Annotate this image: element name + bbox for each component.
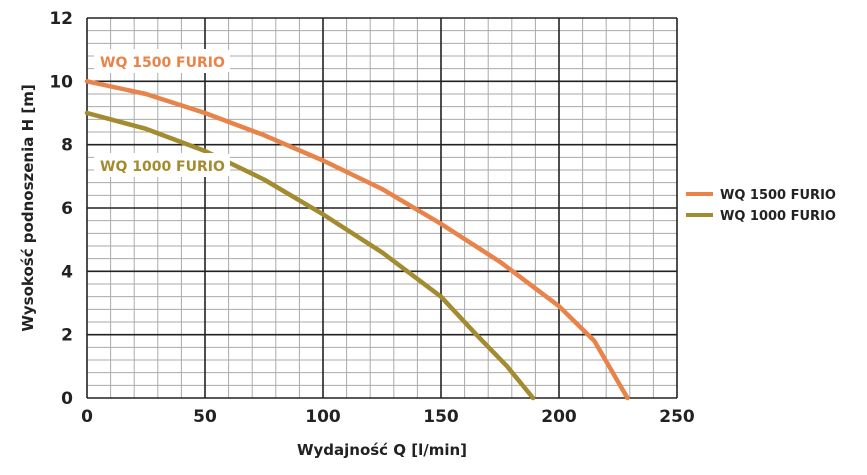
series-line xyxy=(84,79,630,401)
y-tick-label: 6 xyxy=(61,199,73,219)
x-tick-label: 150 xyxy=(423,407,459,427)
y-tick-label: 0 xyxy=(61,389,73,409)
x-tick-label: 200 xyxy=(541,407,577,427)
series-annotation: WQ 1000 FURIO xyxy=(100,159,225,175)
annotation-bg xyxy=(94,49,230,73)
series-annotation: WQ 1500 FURIO xyxy=(100,55,225,71)
legend-label: WQ 1000 FURIO xyxy=(720,209,836,224)
legend-label: WQ 1500 FURIO xyxy=(720,188,836,203)
y-tick-label: 8 xyxy=(61,136,73,156)
x-tick-label: 50 xyxy=(193,407,217,427)
y-tick-label: 4 xyxy=(61,262,73,282)
y-tick-label: 12 xyxy=(49,9,73,29)
y-tick-label: 2 xyxy=(61,326,73,346)
x-tick-label: 250 xyxy=(659,407,695,427)
series-line xyxy=(84,110,536,401)
x-tick-label: 0 xyxy=(81,407,93,427)
x-axis-label: Wydajność Q [l/min] xyxy=(297,441,467,459)
x-tick-label: 100 xyxy=(305,407,341,427)
y-axis-label: Wysokość podnoszenia H [m] xyxy=(19,84,37,331)
y-tick-label: 10 xyxy=(49,72,73,92)
annotation-bg xyxy=(94,153,230,177)
